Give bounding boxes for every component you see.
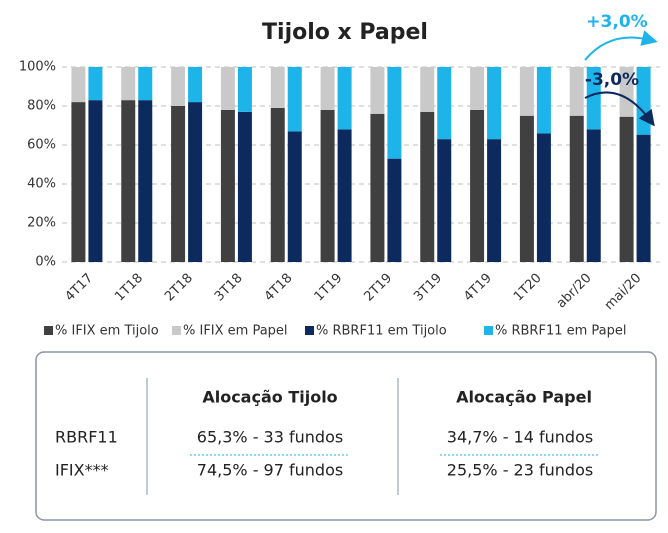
cell: 65,3% - 33 fundos bbox=[197, 428, 343, 447]
y-tick-label: 80% bbox=[27, 99, 56, 114]
bar-segment bbox=[270, 67, 285, 108]
bar-segment bbox=[237, 111, 252, 262]
x-tick-label: mai/20 bbox=[602, 271, 645, 314]
bar-segment bbox=[519, 115, 534, 262]
chart-title: Tijolo x Papel bbox=[262, 20, 428, 45]
x-tick-label: 3T19 bbox=[411, 271, 445, 305]
annotation: +3,0% bbox=[586, 12, 647, 32]
bar-segment bbox=[636, 134, 651, 262]
bar-segment bbox=[619, 116, 634, 262]
bar-segment bbox=[88, 100, 103, 263]
arrow-up bbox=[584, 30, 658, 61]
table-box bbox=[35, 351, 657, 521]
bar-segment bbox=[320, 67, 335, 110]
bar-segment bbox=[188, 67, 203, 103]
bar-segment bbox=[370, 67, 385, 114]
y-tick-label: 40% bbox=[27, 177, 56, 192]
table-header: Alocação Tijolo bbox=[202, 388, 337, 407]
x-tick-label: 2T18 bbox=[162, 271, 196, 305]
x-tick-label: 4T17 bbox=[62, 271, 96, 305]
x-tick-label: 2T19 bbox=[361, 271, 395, 305]
legend-swatch bbox=[172, 326, 181, 335]
bar-segment bbox=[270, 107, 285, 262]
bar-segment bbox=[138, 67, 153, 101]
bar-segment bbox=[420, 111, 435, 262]
bar-segment bbox=[470, 67, 485, 110]
legend-swatch bbox=[305, 326, 314, 335]
bar-segment bbox=[470, 109, 485, 263]
bar-segment bbox=[88, 67, 103, 101]
legend-label: % IFIX em Papel bbox=[183, 324, 288, 339]
legend-label: % RBRF11 em Papel bbox=[495, 324, 627, 339]
bar-segment bbox=[370, 113, 385, 262]
y-tick-label: 20% bbox=[27, 216, 56, 231]
bar-segment bbox=[138, 100, 153, 263]
bar-segment bbox=[487, 67, 502, 140]
y-tick-label: 100% bbox=[19, 60, 56, 75]
x-tick-label: 1T18 bbox=[112, 271, 146, 305]
legend-label: % RBRF11 em Tijolo bbox=[316, 324, 447, 339]
bar-segment bbox=[337, 129, 352, 262]
table-header: Alocação Papel bbox=[456, 388, 592, 407]
bar-segment bbox=[536, 67, 551, 134]
bar-segment bbox=[437, 67, 452, 140]
x-tick-label: 3T18 bbox=[212, 271, 246, 305]
annotation: -3,0% bbox=[585, 70, 639, 90]
cell: 74,5% - 97 fundos bbox=[197, 461, 343, 480]
row-label: IFIX*** bbox=[55, 461, 109, 480]
bar-segment bbox=[237, 67, 252, 112]
legend-swatch bbox=[484, 326, 493, 335]
bar-segment bbox=[287, 67, 302, 132]
row-label: RBRF11 bbox=[55, 428, 118, 447]
bar-segment bbox=[387, 67, 402, 159]
bar-segment bbox=[220, 109, 235, 263]
bar-segment bbox=[337, 67, 352, 130]
bar-segment bbox=[569, 67, 584, 116]
bar-segment bbox=[220, 67, 235, 110]
x-tick-label: 1T20 bbox=[511, 271, 545, 305]
bar-segment bbox=[536, 133, 551, 262]
bar-segment bbox=[188, 102, 203, 262]
bar-segment bbox=[586, 67, 601, 130]
bar-segment bbox=[320, 109, 335, 263]
bar-segment bbox=[519, 67, 534, 116]
bar-segment bbox=[437, 139, 452, 262]
arrow-down bbox=[584, 91, 655, 127]
x-tick-label: 4T18 bbox=[262, 271, 296, 305]
cell: 34,7% - 14 fundos bbox=[447, 428, 593, 447]
x-tick-label: 4T19 bbox=[461, 271, 495, 305]
x-tick-label: 1T19 bbox=[312, 271, 346, 305]
bar-segment bbox=[71, 67, 86, 103]
bar-segment bbox=[71, 102, 86, 262]
bar-segment bbox=[487, 139, 502, 262]
x-tick-label: abr/20 bbox=[554, 271, 595, 312]
bar-segment bbox=[121, 67, 136, 101]
bar-segment bbox=[121, 100, 136, 263]
bar-segment bbox=[420, 67, 435, 112]
bar-segment bbox=[171, 106, 186, 262]
bar-segment bbox=[586, 129, 601, 262]
y-tick-label: 0% bbox=[35, 255, 56, 270]
bar-segment bbox=[171, 67, 186, 106]
legend-label: % IFIX em Tijolo bbox=[55, 324, 159, 339]
bar-segment bbox=[287, 131, 302, 262]
legend-swatch bbox=[44, 326, 53, 335]
bar-segment bbox=[569, 115, 584, 262]
y-tick-label: 60% bbox=[27, 138, 56, 153]
cell: 25,5% - 23 fundos bbox=[447, 461, 593, 480]
bar-segment bbox=[387, 158, 402, 262]
bar-segment bbox=[619, 67, 634, 117]
